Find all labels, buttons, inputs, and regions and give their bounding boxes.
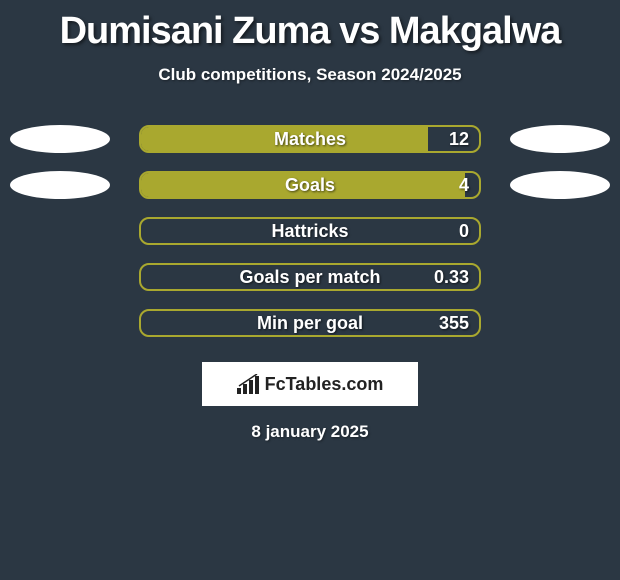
stats-section: Matches 12 Goals 4 Hattricks 0 xyxy=(0,125,620,337)
stat-row: Goals per match 0.33 xyxy=(0,263,620,291)
stat-value: 355 xyxy=(439,313,469,334)
logo-text: FcTables.com xyxy=(265,374,384,395)
stat-row: Hattricks 0 xyxy=(0,217,620,245)
stat-bar: Goals 4 xyxy=(139,171,481,199)
stat-row: Matches 12 xyxy=(0,125,620,153)
logo-box: FcTables.com xyxy=(202,362,418,406)
right-ellipse-icon xyxy=(510,125,610,153)
right-ellipse-icon xyxy=(510,171,610,199)
stat-bar: Min per goal 355 xyxy=(139,309,481,337)
stat-label: Hattricks xyxy=(271,221,348,242)
stat-value: 0 xyxy=(459,221,469,242)
stat-label: Min per goal xyxy=(257,313,363,334)
page-title: Dumisani Zuma vs Makgalwa xyxy=(0,10,620,53)
stat-bar: Matches 12 xyxy=(139,125,481,153)
stat-row: Min per goal 355 xyxy=(0,309,620,337)
stat-row: Goals 4 xyxy=(0,171,620,199)
stat-value: 4 xyxy=(459,175,469,196)
stat-label: Matches xyxy=(274,129,346,150)
stat-bar: Goals per match 0.33 xyxy=(139,263,481,291)
infographic-container: Dumisani Zuma vs Makgalwa Club competiti… xyxy=(0,0,620,442)
bar-chart-icon xyxy=(237,374,259,394)
stat-bar: Hattricks 0 xyxy=(139,217,481,245)
stat-value: 12 xyxy=(449,129,469,150)
left-ellipse-icon xyxy=(10,125,110,153)
left-ellipse-icon xyxy=(10,171,110,199)
stat-label: Goals xyxy=(285,175,335,196)
subtitle: Club competitions, Season 2024/2025 xyxy=(0,65,620,85)
stat-label: Goals per match xyxy=(239,267,380,288)
stat-value: 0.33 xyxy=(434,267,469,288)
date-text: 8 january 2025 xyxy=(0,422,620,442)
logo: FcTables.com xyxy=(237,374,384,395)
